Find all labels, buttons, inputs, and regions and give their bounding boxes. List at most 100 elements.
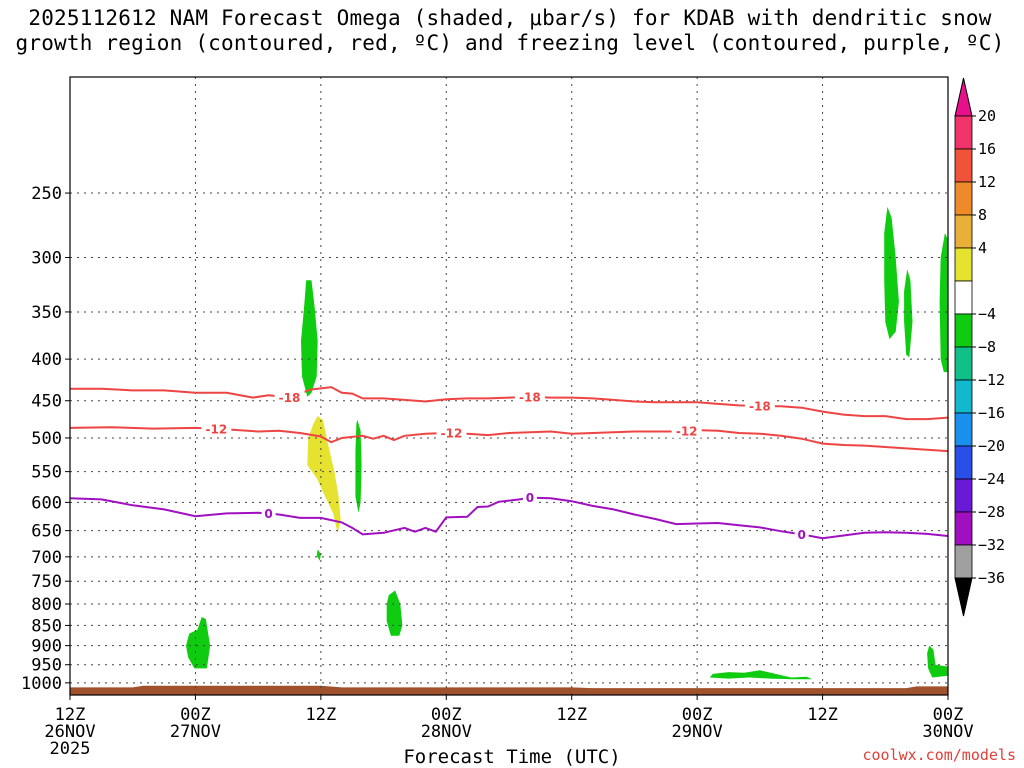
- colorbar-label: −12: [978, 371, 1005, 389]
- x-tick-label: 29NOV: [672, 722, 723, 742]
- shaded-omega-layer: [186, 206, 948, 680]
- contour-line-0: [70, 386, 948, 421]
- x-tick-label: 00Z: [682, 705, 713, 725]
- omega-region-8: [904, 269, 913, 358]
- x-tick-label: 12Z: [55, 705, 86, 725]
- colorbar-segment: [954, 148, 973, 183]
- colorbar-segment: [954, 214, 973, 249]
- omega-region-7: [884, 206, 899, 340]
- colorbar-under-triangle: [954, 577, 973, 617]
- contour-layer: -18 -18 -18 -12 -12 -12 0 0 0: [70, 386, 948, 542]
- contour-label: -18: [519, 390, 541, 404]
- colorbar-segment: [954, 313, 973, 348]
- y-tick-label: 500: [31, 429, 62, 449]
- contour-label-bg: [261, 506, 276, 521]
- y-tick-label: 250: [31, 184, 62, 204]
- contour-label: 0: [526, 491, 534, 505]
- colorbar-label: −20: [978, 437, 1005, 455]
- colorbar-label: −24: [978, 470, 1005, 488]
- x-tick-label: 12Z: [807, 705, 838, 725]
- y-tick-label: 600: [31, 493, 62, 513]
- y-tick-label: 550: [31, 463, 62, 483]
- x-tick-label: 00Z: [431, 705, 462, 725]
- contour-label: 0: [264, 507, 272, 521]
- contour-label: -12: [676, 424, 698, 438]
- x-tick-label: 26NOV: [44, 722, 95, 742]
- contour-label-bg: [436, 426, 467, 441]
- y-tick-label: 450: [31, 392, 62, 412]
- contour-label: -12: [441, 427, 463, 441]
- omega-region-6: [709, 670, 813, 680]
- chart-title-line2: growth region (contoured, red, ºC) and f…: [15, 31, 1005, 55]
- colorbar-label: −36: [978, 569, 1005, 587]
- omega-region-2: [307, 416, 341, 534]
- y-tick-label: 950: [31, 656, 62, 676]
- x-tick-label: 12Z: [305, 705, 336, 725]
- contour-label-bg: [744, 399, 775, 414]
- colorbar-over-triangle: [954, 77, 973, 117]
- y-tick-label: 800: [31, 595, 62, 615]
- colorbar-label: −32: [978, 536, 1005, 554]
- credit-link[interactable]: coolwx.com/models: [862, 746, 1016, 764]
- colorbar-segment: [954, 544, 973, 579]
- contour-label: -18: [749, 400, 771, 414]
- x-tick-label: 28NOV: [421, 722, 472, 742]
- contour-label: 0: [797, 528, 805, 542]
- colorbar-segment: [954, 511, 973, 546]
- terrain-surface: [70, 685, 948, 695]
- contour-label-bg: [514, 389, 545, 404]
- colorbar-label: 12: [978, 173, 996, 191]
- contour-label-bg: [794, 527, 809, 542]
- y-tick-label: 300: [31, 248, 62, 268]
- contour-line-2: [70, 496, 948, 540]
- colorbar-segment: [954, 478, 973, 513]
- colorbar-segment: [954, 247, 973, 282]
- colorbar-segment: [954, 280, 973, 315]
- contour-label-bg: [201, 421, 232, 436]
- y-tick-label: 900: [31, 637, 62, 657]
- y-tick-label: 750: [31, 572, 62, 592]
- contour-label: -12: [205, 422, 227, 436]
- axes-layer: 2503003504004505005506006507007508008509…: [21, 76, 974, 759]
- colorbar-label: −8: [978, 338, 996, 356]
- omega-region-5: [386, 590, 403, 636]
- x-tick-label: 00Z: [933, 705, 964, 725]
- colorbar: 20 16 12 8 4 −4 −8 −12 −16 −20 −24 −28 −32 −36: [954, 77, 1005, 617]
- colorbar-segment: [954, 115, 973, 150]
- omega-region-4: [355, 419, 362, 513]
- terrain-layer: [70, 685, 948, 695]
- colorbar-segment: [954, 181, 973, 216]
- omega-region-9: [939, 233, 948, 373]
- contour-label: -18: [279, 391, 301, 405]
- chart-title-line1: 2025112612 NAM Forecast Omega (shaded, μ…: [28, 6, 992, 30]
- x-tick-label: 00Z: [180, 705, 211, 725]
- y-tick-label: 1000: [21, 674, 62, 694]
- colorbar-segment: [954, 379, 973, 414]
- grid-layer: [70, 77, 948, 695]
- omega-region-0: [186, 617, 211, 669]
- x-axis-label: Forecast Time (UTC): [403, 746, 621, 768]
- contour-label-bg: [522, 490, 537, 505]
- y-tick-label: 700: [31, 548, 62, 568]
- omega-region-10: [927, 645, 948, 678]
- x-tick-label: 12Z: [556, 705, 587, 725]
- colorbar-label: 16: [978, 140, 996, 158]
- colorbar-label: 20: [978, 107, 996, 125]
- x-tick-label: 2025: [50, 739, 91, 759]
- contour-label-bg: [671, 423, 702, 438]
- colorbar-segment: [954, 346, 973, 381]
- chart-title: 2025112612 NAM Forecast Omega (shaded, μ…: [0, 6, 1020, 56]
- colorbar-label: 8: [978, 206, 987, 224]
- colorbar-segment: [954, 412, 973, 447]
- contour-line-1: [70, 426, 948, 453]
- colorbar-label: −28: [978, 503, 1005, 521]
- plot-frame: [69, 76, 949, 696]
- contour-label-bg: [274, 390, 305, 405]
- x-tick-label: 27NOV: [170, 722, 221, 742]
- colorbar-label: −16: [978, 404, 1005, 422]
- y-tick-label: 350: [31, 303, 62, 323]
- y-tick-label: 850: [31, 616, 62, 636]
- omega-region-1: [301, 280, 318, 397]
- x-tick-label: 30NOV: [922, 722, 973, 742]
